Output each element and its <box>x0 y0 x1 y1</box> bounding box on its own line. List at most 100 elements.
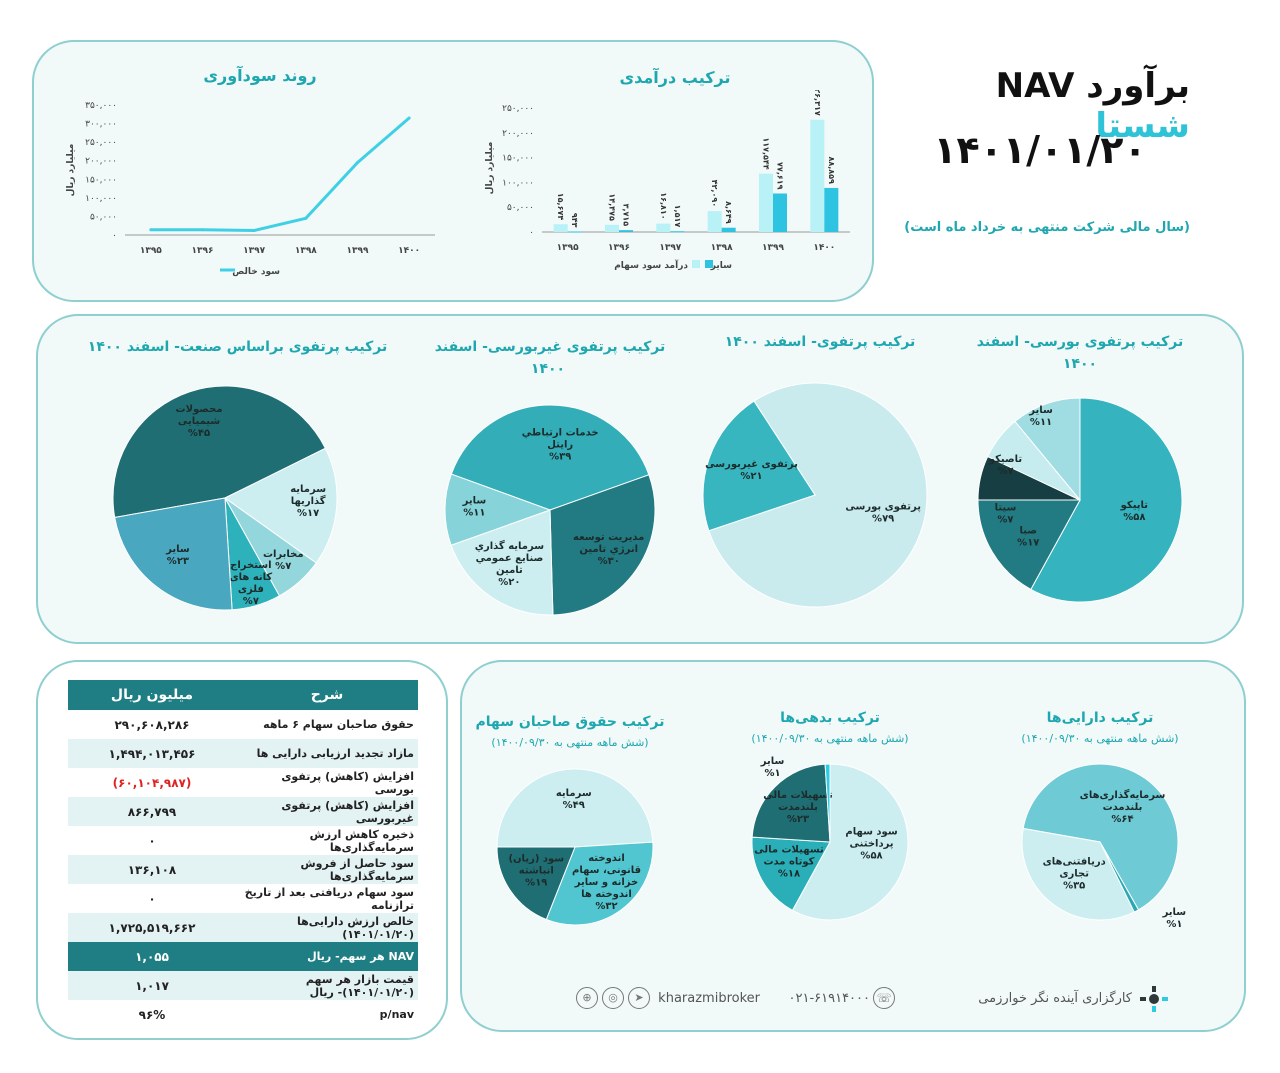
x-tick-label: ۱۳۹۶ <box>192 246 214 256</box>
pie-chart-4: سرمایه‌گذاری‌های بلندمدت%۶۴ سایر%۱ دریافتنی… <box>1021 763 1187 930</box>
bar-data-label: ۱۱۷,۵۴۴ <box>762 137 771 169</box>
bar-other <box>773 193 787 232</box>
pie-label: اندوخته قانونی، سهام خزانه و سایر اندوخته ه… <box>572 853 641 900</box>
pie-pct-label: %۱۱ <box>1030 417 1052 428</box>
pie-slice <box>549 474 656 616</box>
y-axis-label: میلیارد ریال <box>485 142 495 195</box>
pie-slice <box>112 385 327 519</box>
pie-slice <box>545 841 654 926</box>
nav-row-value: ۹۶% <box>138 1007 166 1022</box>
net-profit-point <box>407 116 411 120</box>
pie-pct-label: %۴۵ <box>188 428 210 439</box>
legend-label-other: سایر <box>710 261 732 271</box>
y-tick-label: ۲۰۰,۰۰۰ <box>502 129 534 139</box>
bar-data-label: ۱۴,۴۷۵ <box>608 193 617 221</box>
pie-label: تسهیلات مالی کوتاه مدت <box>754 845 824 868</box>
y-tick-label: ۳۰۰,۰۰۰ <box>85 120 117 130</box>
y-tick-label: ۱۰۰,۰۰۰ <box>85 194 117 204</box>
nav-table-row: سود سهام دریافتی بعد از تاریخ ترازنامه ۰ <box>68 884 418 913</box>
bar-data-label: ۹۴۳ <box>570 213 579 228</box>
legend-label-dividend: درآمد سود سهام <box>614 259 688 271</box>
nav-row-value: ۰ <box>148 891 156 906</box>
pie-pct-label: %۷ <box>997 515 1013 526</box>
pie-chart-6: سرمایه%۴۹ اندوخته قانونی، سهام خزانه و سایر… <box>496 768 654 926</box>
broker-logo-icon <box>1138 985 1170 1017</box>
phone-number: ۰۲۱-۶۱۹۱۴۰۰۰ <box>788 991 871 1006</box>
bar-data-label: ۸,۶۴۹ <box>724 201 733 224</box>
bar-data-label: ۱۵,۶۷۴ <box>556 193 565 221</box>
nav-row-value: ۲۹۰,۶۰۸,۲۸۶ <box>114 717 190 732</box>
nav-row-value: ۱۳۶,۱۰۸ <box>68 855 236 884</box>
pie-slice <box>1014 397 1081 502</box>
nav-row-value: ۸۶۶,۷۹۹ <box>68 797 236 826</box>
pie-label: سایر <box>760 756 785 767</box>
pie-pct-label: %۵۸ <box>860 851 882 862</box>
pie-label: سرمایه گذاریها <box>290 484 326 507</box>
pie-slice <box>791 763 909 921</box>
pie-chart-2: خدمات ارتباطي رايتل%۳۹ مدیریت توسعه انرژي ت… <box>444 404 656 616</box>
nav-row-label: خالص ارزش دارایی‌ها (۱۴۰۱/۰۱/۲۰) <box>236 913 418 942</box>
pie-label: سرمایه‌گذاری‌های بلندمدت <box>1080 788 1166 813</box>
pie-subtitle-4: (شش ماهه منتهی به ۱۴۰۰/۰۹/۳۰) <box>1021 732 1179 745</box>
instagram-icon[interactable]: ◎ <box>602 987 624 1009</box>
fiscal-note: (سال مالی شرکت منتهی به خرداد ماه است) <box>904 220 1190 235</box>
pie-pct-label: %۱۱ <box>463 508 485 519</box>
nav-row-label: p/nav <box>379 1008 414 1021</box>
bar-other <box>824 187 839 232</box>
nav-header-value: میلیون ریال <box>68 680 236 710</box>
pie-pct-label: %۷ <box>243 596 259 607</box>
pie-slice <box>824 763 831 843</box>
pie-chart-3: محصولات شیمیایی%۴۵ سرمایه گذاریها%۱۷ مخابرات… <box>112 385 338 611</box>
pie-pct-label: %۷۹ <box>872 513 894 524</box>
social-handle[interactable]: kharazmibroker <box>658 991 760 1006</box>
pie-title-0: ترکیب پرتفوی بورسی- اسفند <box>976 334 1184 350</box>
bar-data-label: ۱۶,۸۱۰ <box>659 192 668 219</box>
pie-pct-label: %۳۲ <box>595 901 617 912</box>
footer: کارگزاری آینده نگر خوارزمی ☏ ۰۲۱-۶۱۹۱۴۰۰… <box>576 985 1170 1017</box>
pie-label: سود سهام پرداختنی <box>845 827 897 850</box>
nav-table-row: حقوق صاحبان سهام ۶ ماهه ۲۹۰,۶۰۸,۲۸۶ <box>68 710 418 739</box>
telegram-icon[interactable]: ➤ <box>628 987 650 1009</box>
pie-label: تسهیلات مالی بلندمدت <box>763 790 833 813</box>
nav-table-row: p/nav ۹۶% <box>68 1000 418 1029</box>
y-tick-label: ۵۰,۰۰۰ <box>90 212 117 222</box>
bar-data-label: ۴۲,۰۹۰ <box>710 180 719 207</box>
nav-row-label: سود حاصل از فروش سرمایه‌گذاری‌ها <box>236 855 418 884</box>
nav-row-value: ۱,۴۹۴,۰۱۳,۴۵۶ <box>68 739 236 768</box>
nav-table-row: مازاد تجدید ارزیابی دارایی ها ۱,۴۹۴,۰۱۳,۴… <box>68 739 418 768</box>
pie-slice <box>708 382 928 608</box>
top-charts-panel <box>32 40 874 302</box>
pie-label: مدیریت توسعه انرژي تامين <box>573 532 644 555</box>
pie-slice <box>114 497 233 611</box>
nav-table-row: افزایش (کاهش) پرتفوی بورسی (۶۰,۱۰۴,۹۸۷) <box>68 768 418 797</box>
pie-slice <box>496 768 654 848</box>
bar-dividend <box>707 211 722 232</box>
pie-pct-label: %۲۳ <box>787 814 809 825</box>
pie-label: تاصیکو <box>988 454 1023 465</box>
pie-label: خدمات ارتباطي رايتل <box>522 427 599 450</box>
net-profit-point <box>149 228 153 232</box>
x-tick-label: ۱۳۹۸ <box>711 243 733 253</box>
website-icon[interactable]: ⊕ <box>576 987 598 1009</box>
bar-data-label: ۲۲۶,۳۱۷ <box>813 90 822 116</box>
pie-pct-label: %۶۴ <box>1111 814 1133 825</box>
pie-slice <box>1021 827 1135 921</box>
pie-title-2b: ۱۴۰۰ <box>530 361 566 377</box>
pie-title-4: ترکیب دارایی‌ها <box>1046 710 1154 726</box>
pie-slice <box>496 846 576 921</box>
nav-table-row: NAV هر سهم- ریال ۱,۰۵۵ <box>68 942 418 971</box>
nav-table-row: افزایش (کاهش) پرتفوی غیربورسی ۸۶۶,۷۹۹ <box>68 797 418 826</box>
bar-dividend <box>553 224 568 232</box>
pie-slice <box>1022 763 1179 911</box>
pie-label: سایر <box>1162 907 1187 918</box>
nav-row-label: NAV هر سهم- ریال <box>236 942 418 971</box>
legend-label: سود خالص <box>232 267 280 277</box>
pie-slice <box>977 499 1081 591</box>
y-tick-label: ۳۵۰,۰۰۰ <box>85 101 117 111</box>
pie-slice <box>702 400 816 532</box>
nav-row-label: قیمت بازار هر سهم (۱۴۰۱/۰۱/۲۰)- ریال <box>236 971 418 1000</box>
pie-slice <box>751 836 831 912</box>
bar-dividend <box>759 173 773 232</box>
bar-dividend <box>656 223 671 232</box>
profit-trend-chart: ۰ ۵۰,۰۰۰ ۱۰۰,۰۰۰ ۱۵۰,۰۰۰ ۲۰۰,۰۰۰ ۲۵۰,۰۰۰ ۳۰۰,۰… <box>66 101 435 277</box>
